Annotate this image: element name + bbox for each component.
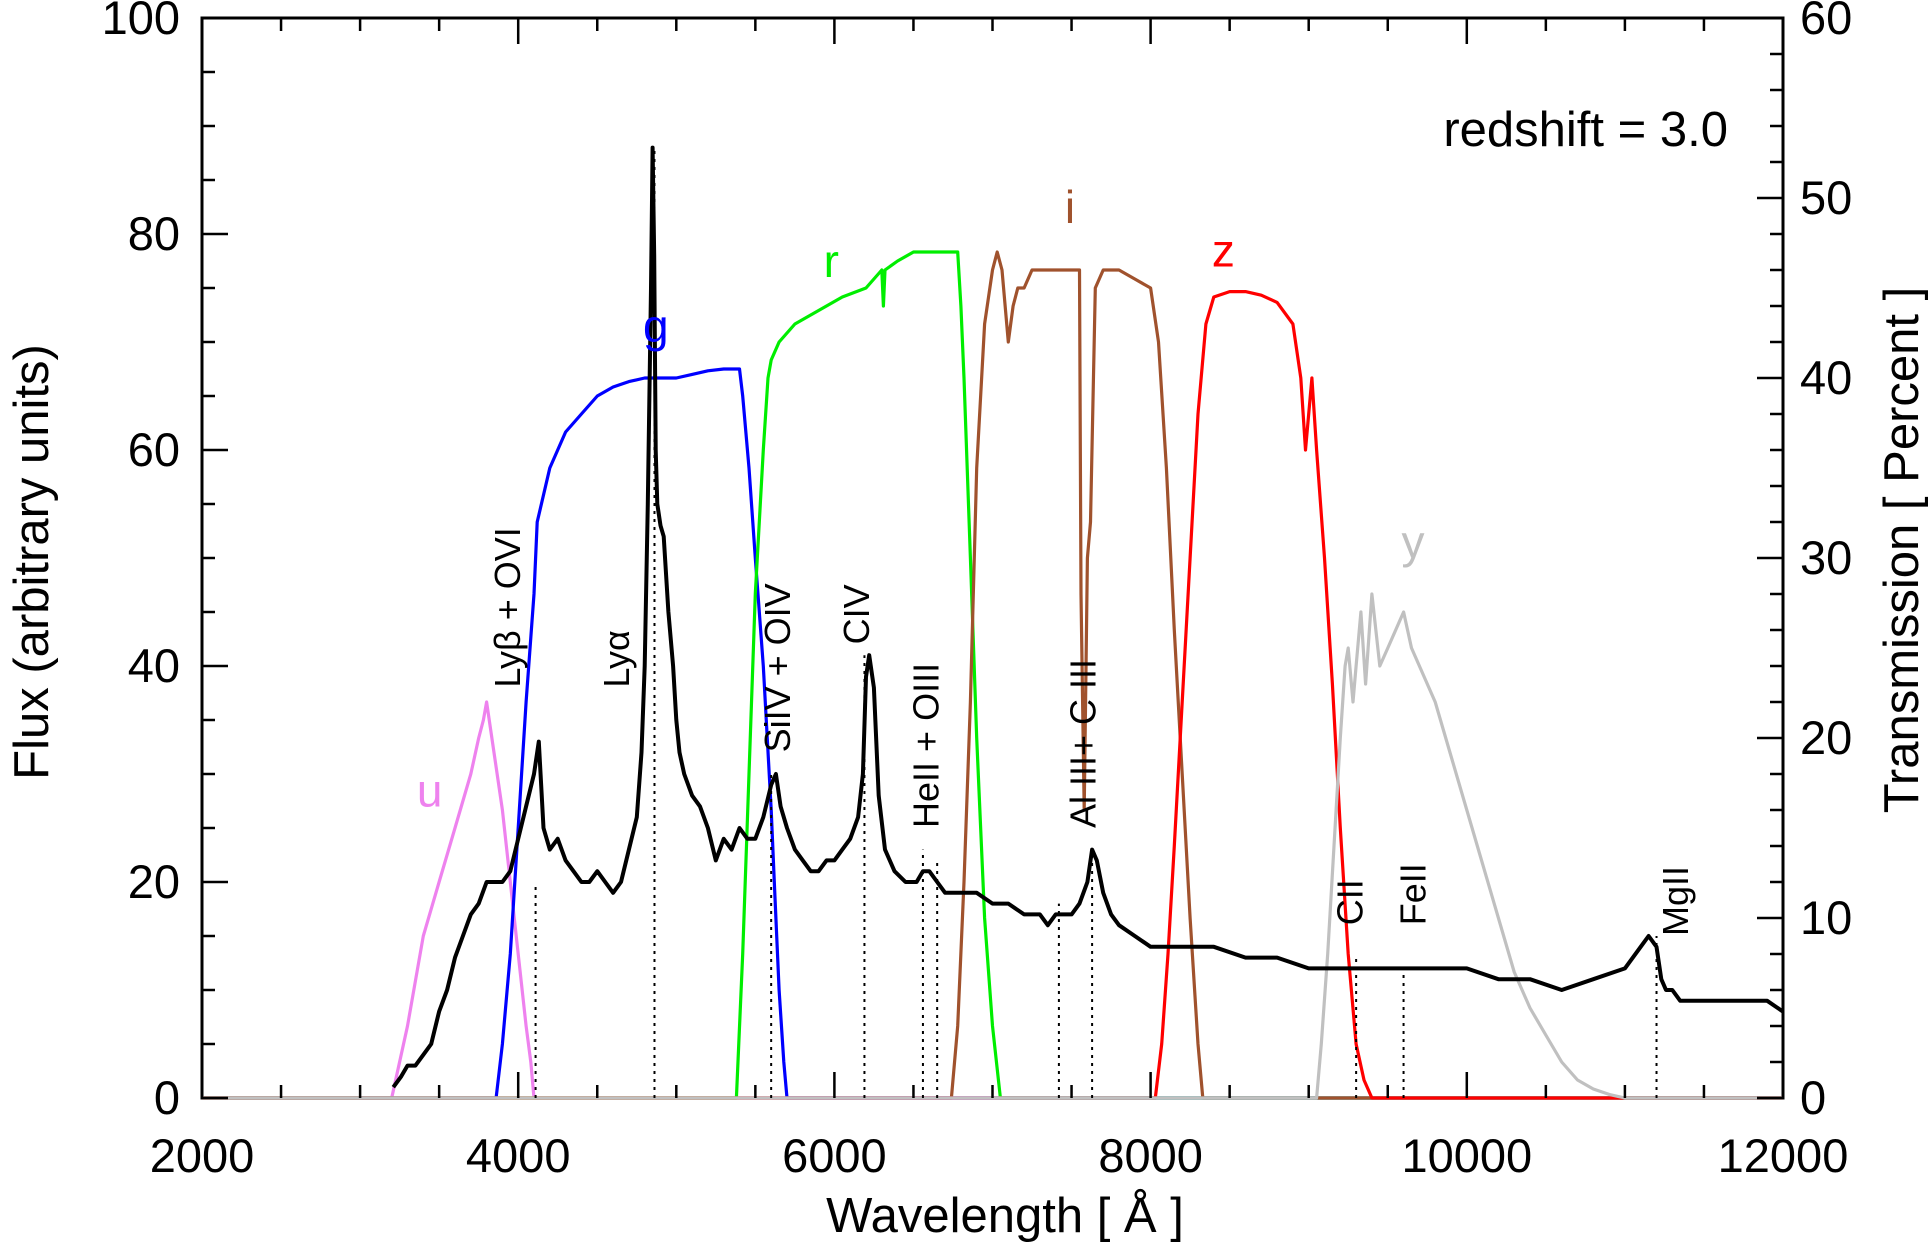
- x-tick-label: 12000: [1718, 1129, 1849, 1182]
- emission-line-label: SiIV + OIV: [757, 583, 798, 752]
- y-left-tick-label: 100: [102, 0, 180, 44]
- right-axis-title: Transmission [ Percent ]: [1875, 287, 1929, 813]
- left-axis-title: Flux (arbitrary units): [5, 344, 59, 780]
- y-right-tick-label: 50: [1800, 171, 1852, 224]
- y-right-tick-label: 40: [1800, 351, 1852, 404]
- filter-curve-g: [202, 367, 1783, 1100]
- filter-label-u: u: [417, 764, 443, 816]
- filter-curve-z: [202, 290, 1783, 1100]
- emission-line-label: HeII + OIII: [906, 663, 947, 828]
- y-right-tick-label: 0: [1800, 1071, 1826, 1124]
- emission-line-label: CIV: [836, 584, 877, 644]
- filter-curve-r: [202, 250, 1783, 1100]
- filter-label-i: i: [1065, 181, 1075, 233]
- y-left-tick-label: 20: [128, 855, 180, 908]
- y-left-tick-label: 40: [128, 639, 180, 692]
- filter-curves: [202, 250, 1783, 1100]
- x-axis-title: Wavelength [ Å ]: [826, 1189, 1184, 1243]
- filter-label-z: z: [1212, 224, 1235, 276]
- y-left-tick-label: 0: [154, 1071, 180, 1124]
- filter-label-g: g: [643, 300, 669, 352]
- filter-label-y: y: [1402, 516, 1425, 568]
- x-tick-label: 2000: [150, 1129, 255, 1182]
- x-tick-label: 10000: [1401, 1129, 1532, 1182]
- filter-curve-y: [202, 592, 1783, 1100]
- y-right-tick-label: 60: [1800, 0, 1852, 44]
- x-tick-label: 8000: [1098, 1129, 1203, 1182]
- filter-curve-u: [360, 700, 1783, 1100]
- y-right-tick-label: 30: [1800, 531, 1852, 584]
- redshift-annotation: redshift = 3.0: [1443, 103, 1728, 157]
- filter-curve-i: [202, 250, 1783, 1100]
- emission-line-label: MgII: [1655, 866, 1696, 936]
- emission-line-label: Lyβ + OVI: [487, 527, 528, 687]
- spectrum-line: [391, 145, 1785, 1089]
- spectrum-layer: [391, 145, 1785, 1089]
- text-labels: 2000 4000 6000 8000 10000 1200002040608010001…: [102, 0, 1853, 1182]
- x-tick-label: 4000: [466, 1129, 571, 1182]
- emission-line-label: FeII: [1393, 863, 1434, 925]
- plot-border: [200, 16, 1785, 1100]
- axis-ticks: [200, 16, 1785, 1100]
- y-right-tick-label: 10: [1800, 891, 1852, 944]
- filter-label-r: r: [824, 235, 839, 287]
- y-left-tick-label: 60: [128, 423, 180, 476]
- emission-line-label: Al III+ C III: [1062, 659, 1103, 828]
- emission-line-label: Lyα: [596, 630, 637, 688]
- emission-line-label: CII: [1330, 879, 1371, 925]
- x-tick-label: 6000: [782, 1129, 887, 1182]
- y-right-tick-label: 20: [1800, 711, 1852, 764]
- plot-frame: [200, 16, 1785, 1100]
- y-left-tick-label: 80: [128, 207, 180, 260]
